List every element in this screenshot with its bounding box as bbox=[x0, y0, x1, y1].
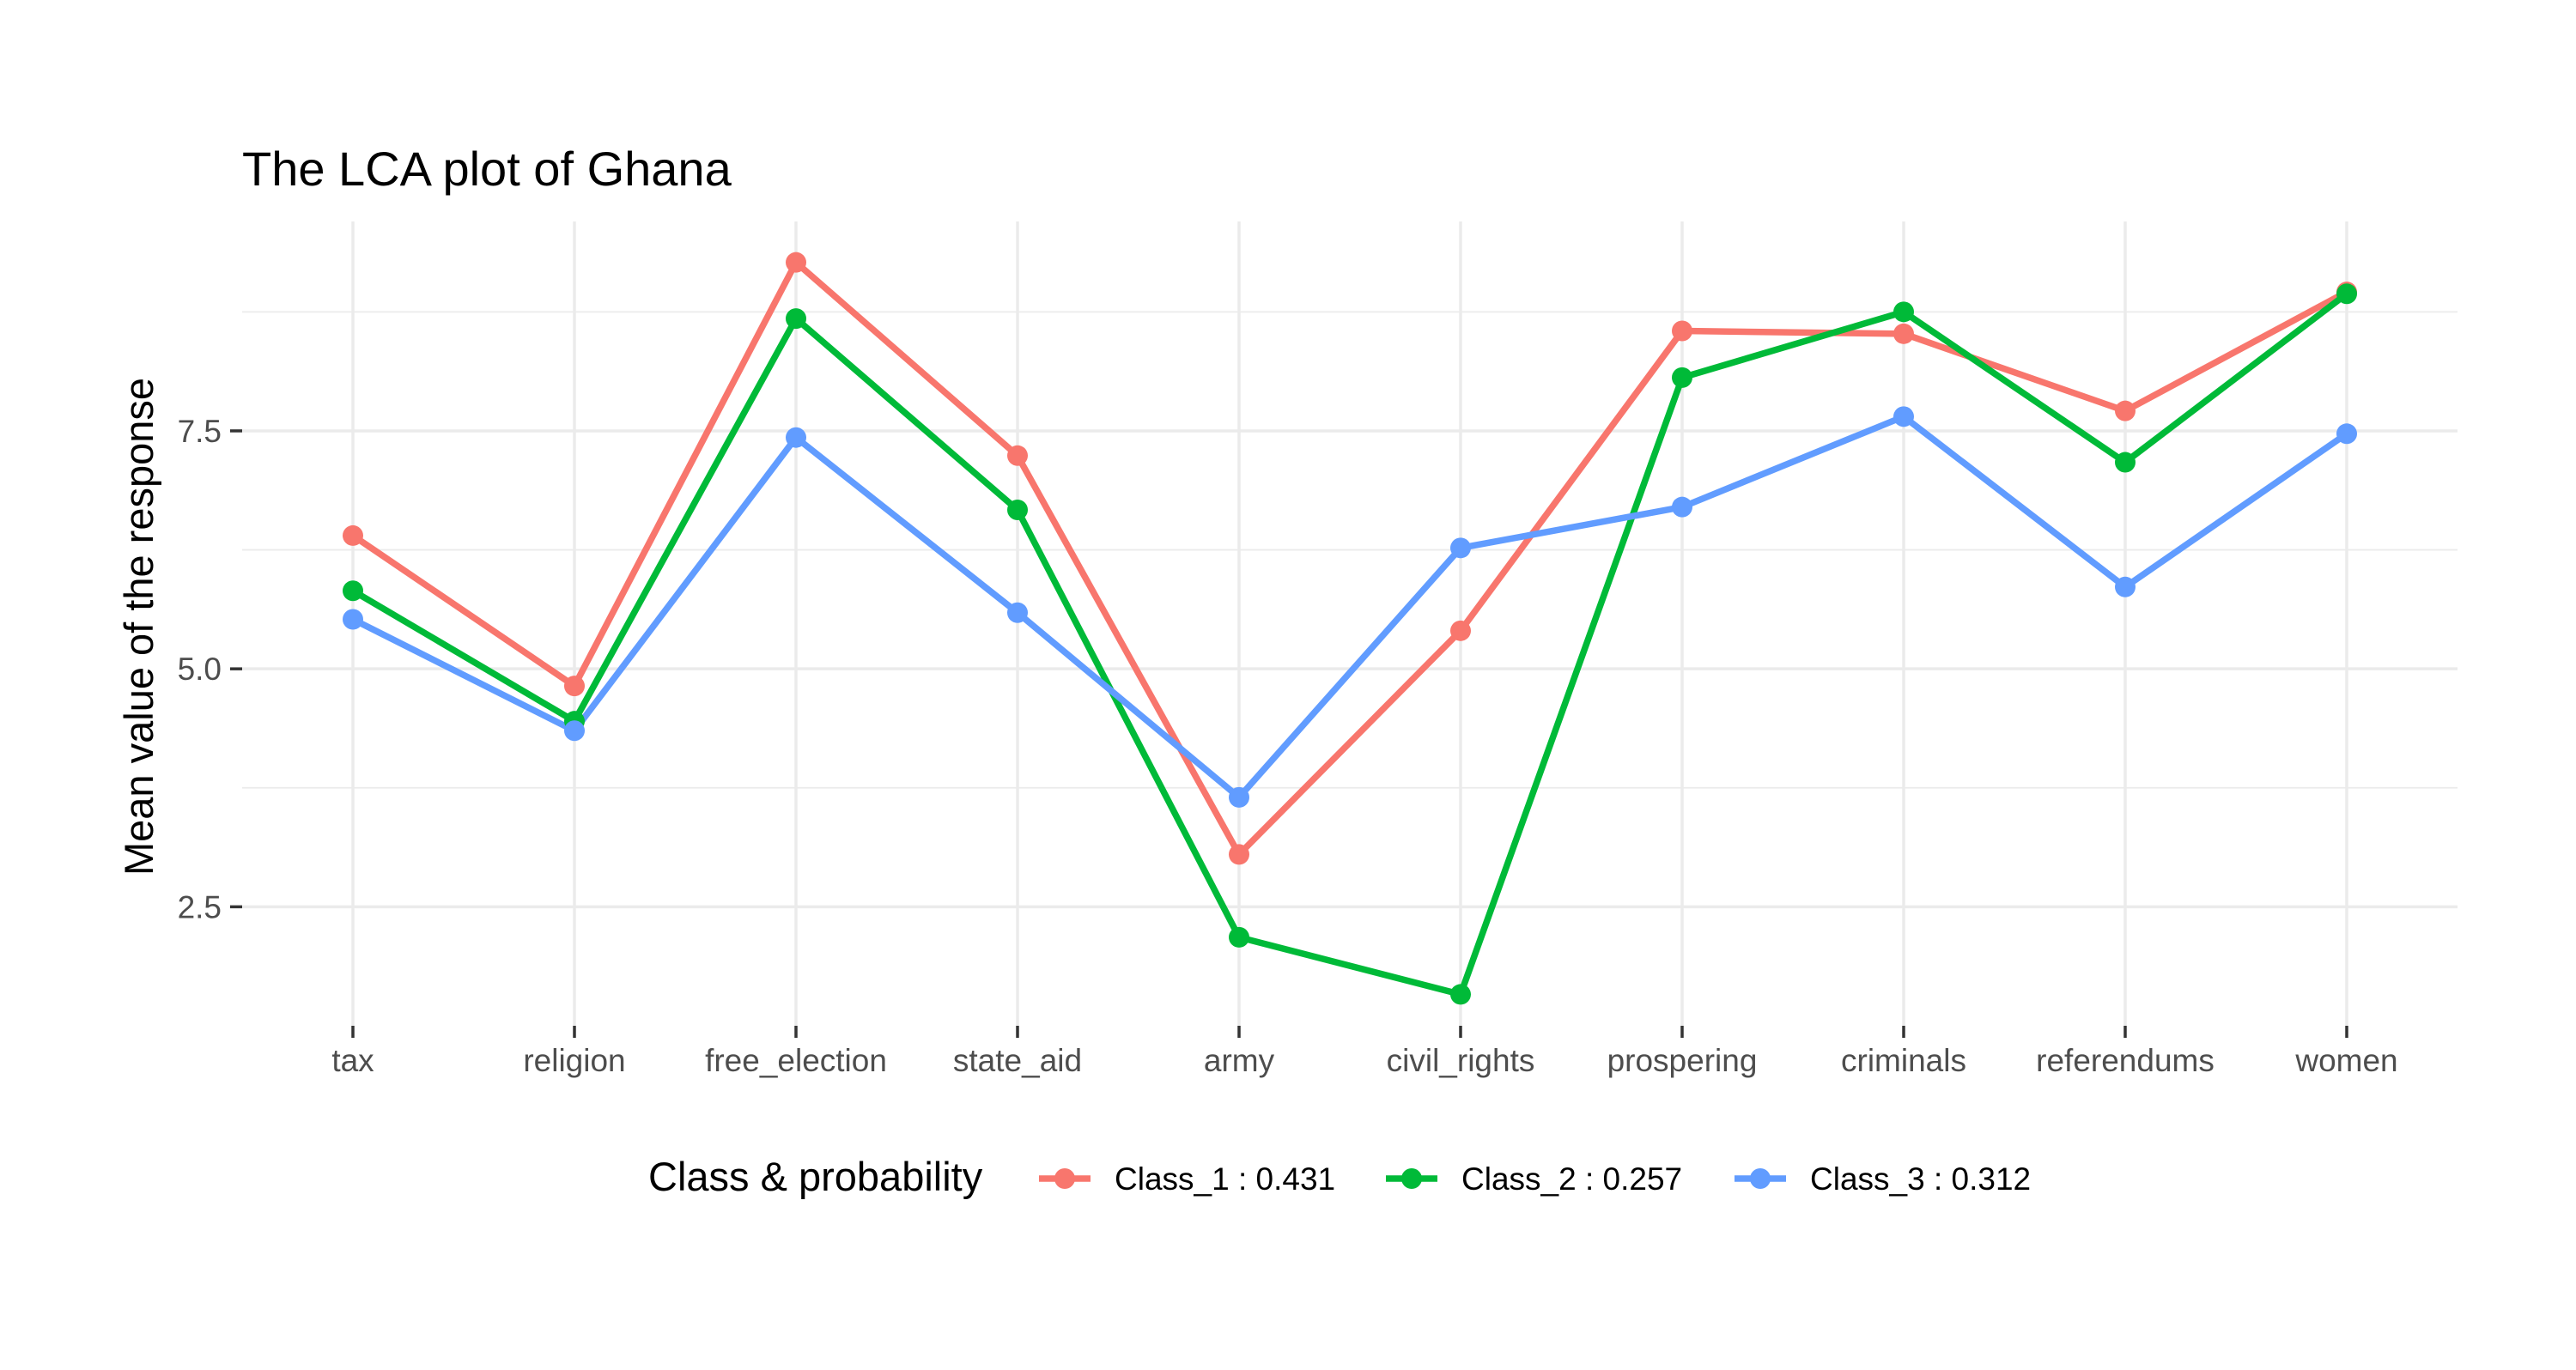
data-point-2-criminals bbox=[1893, 301, 1914, 323]
x-tick-label-referendums: referendums bbox=[2036, 1043, 2215, 1078]
data-point-2-tax bbox=[343, 580, 363, 602]
legend-label-2: Class_2 : 0.257 bbox=[1461, 1161, 1682, 1197]
data-point-1-referendums bbox=[2115, 400, 2136, 421]
y-tick-label: 7.5 bbox=[178, 414, 222, 449]
data-point-2-women bbox=[2336, 283, 2357, 305]
data-point-2-referendums bbox=[2115, 452, 2136, 473]
axis-ticks: 2.5 5.0 7.5 tax religion free_election state_a… bbox=[178, 414, 2398, 1078]
x-tick-label-religion: religion bbox=[523, 1043, 625, 1078]
x-tick-label-criminals: criminals bbox=[1841, 1043, 1966, 1078]
data-point-3-women bbox=[2336, 423, 2357, 445]
x-tick-label-free_election: free_election bbox=[705, 1043, 887, 1078]
x-tick-label-tax: tax bbox=[331, 1043, 374, 1078]
legend-label-1: Class_1 : 0.431 bbox=[1115, 1161, 1335, 1197]
series-line-2 bbox=[351, 291, 2349, 998]
data-point-2-army bbox=[1229, 926, 1249, 948]
y-axis-title: Mean value of the response bbox=[116, 378, 161, 876]
data-point-1-prospering bbox=[1672, 320, 1692, 342]
data-point-2-free_election bbox=[786, 308, 806, 330]
data-point-1-civil_rights bbox=[1450, 620, 1471, 641]
legend-key-point-2 bbox=[1401, 1168, 1422, 1189]
series-line-3 bbox=[351, 413, 2349, 801]
legend-key-point-3 bbox=[1750, 1168, 1771, 1189]
x-tick-label-state_aid: state_aid bbox=[953, 1043, 1082, 1078]
x-tick-label-prospering: prospering bbox=[1607, 1043, 1758, 1078]
data-point-2-state_aid bbox=[1007, 499, 1028, 520]
x-tick-label-civil_rights: civil_rights bbox=[1387, 1043, 1535, 1078]
y-tick-label: 2.5 bbox=[178, 889, 222, 924]
data-point-1-tax bbox=[343, 524, 363, 546]
data-point-1-free_election bbox=[786, 252, 806, 273]
data-point-3-free_election bbox=[786, 427, 806, 448]
series-line-1 bbox=[350, 258, 2348, 858]
data-point-3-referendums bbox=[2115, 576, 2136, 597]
data-point-1-religion bbox=[564, 676, 585, 697]
legend-key-point-1 bbox=[1054, 1168, 1075, 1189]
data-point-3-state_aid bbox=[1007, 602, 1028, 623]
legend-title: Class & probability bbox=[648, 1154, 983, 1199]
data-point-2-prospering bbox=[1672, 367, 1692, 388]
x-tick-label-army: army bbox=[1204, 1043, 1275, 1078]
grid bbox=[242, 221, 2458, 1026]
data-point-2-civil_rights bbox=[1450, 984, 1471, 1005]
data-point-3-civil_rights bbox=[1450, 537, 1471, 559]
series-points bbox=[343, 252, 2357, 1005]
data-point-1-criminals bbox=[1893, 323, 1914, 344]
chart-title: The LCA plot of Ghana bbox=[242, 142, 732, 196]
data-point-3-tax bbox=[343, 609, 363, 630]
data-point-1-army bbox=[1229, 844, 1249, 865]
legend: Class & probability Class_1 : 0.431 Class… bbox=[648, 1154, 2031, 1199]
data-point-3-army bbox=[1229, 786, 1249, 808]
data-point-1-state_aid bbox=[1007, 445, 1028, 466]
data-point-3-criminals bbox=[1893, 406, 1914, 427]
data-point-3-religion bbox=[564, 720, 585, 742]
legend-items: Class_1 : 0.431 Class_2 : 0.257 Class_3 : … bbox=[1039, 1161, 2031, 1197]
series-lines bbox=[350, 258, 2349, 998]
x-tick-label-women: women bbox=[2294, 1043, 2397, 1078]
legend-label-3: Class_3 : 0.312 bbox=[1810, 1161, 2031, 1197]
data-point-3-prospering bbox=[1672, 496, 1692, 518]
y-tick-label: 5.0 bbox=[178, 652, 222, 687]
